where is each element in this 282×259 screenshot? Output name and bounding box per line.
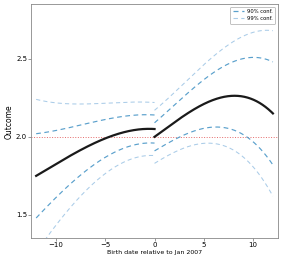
Legend: 90% conf., 99% conf.: 90% conf., 99% conf. xyxy=(230,7,275,24)
X-axis label: Birth date relative to Jan 2007: Birth date relative to Jan 2007 xyxy=(107,250,202,255)
Y-axis label: Outcome: Outcome xyxy=(4,104,13,139)
